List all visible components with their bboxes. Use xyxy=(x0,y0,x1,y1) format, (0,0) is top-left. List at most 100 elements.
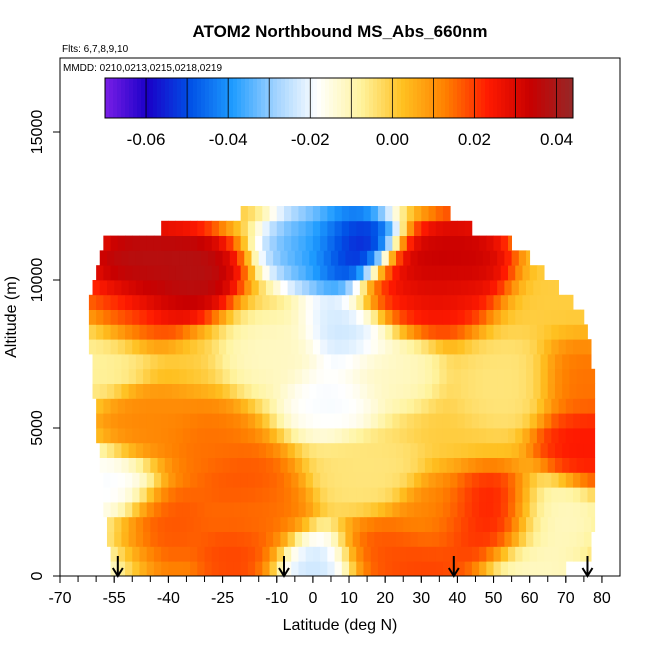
colorbar-segment xyxy=(421,78,426,118)
field-cell xyxy=(442,428,451,444)
x-tick-label: 30 xyxy=(412,590,430,607)
field-cell xyxy=(204,502,213,518)
field-cell xyxy=(471,487,480,503)
field-cell xyxy=(320,235,328,251)
field-cell xyxy=(262,472,270,488)
field-cell xyxy=(150,280,158,296)
field-cell xyxy=(551,428,559,444)
field-cell xyxy=(233,502,242,518)
field-cell xyxy=(316,457,325,473)
field-cell xyxy=(103,398,111,414)
field-cell xyxy=(396,531,404,547)
field-cell xyxy=(175,235,184,251)
colorbar-segment xyxy=(201,78,206,118)
colorbar-segment xyxy=(429,78,434,118)
field-cell xyxy=(508,398,516,414)
field-cell xyxy=(356,561,364,577)
colorbar-segment xyxy=(389,78,394,118)
field-cell xyxy=(370,428,379,444)
field-cell xyxy=(114,280,122,296)
field-cell xyxy=(320,561,328,577)
colorbar-segment xyxy=(209,78,214,118)
colorbar-segment xyxy=(377,78,382,118)
field-cell xyxy=(341,309,350,325)
field-cell xyxy=(146,546,155,562)
field-cell xyxy=(327,398,335,414)
field-cell xyxy=(399,428,408,444)
field-cell xyxy=(381,383,390,399)
field-cell xyxy=(374,457,382,473)
field-cell xyxy=(320,413,328,429)
colorbar-segment xyxy=(269,78,274,118)
field-cell xyxy=(208,383,216,399)
field-cell xyxy=(396,457,404,473)
field-cell xyxy=(508,502,516,518)
field-cell xyxy=(258,368,267,384)
field-cell xyxy=(255,487,263,503)
field-cell xyxy=(103,339,111,355)
field-cell xyxy=(403,280,411,296)
field-cell xyxy=(500,294,509,310)
field-cell xyxy=(341,561,350,577)
field-cell xyxy=(508,428,516,444)
field-cell xyxy=(125,339,133,355)
field-cell xyxy=(320,398,328,414)
field-cell xyxy=(377,546,386,562)
field-cell xyxy=(356,265,364,281)
field-cell xyxy=(414,265,422,281)
field-cell xyxy=(554,368,563,384)
field-cell xyxy=(352,383,361,399)
field-cell xyxy=(396,516,404,532)
field-cell xyxy=(117,472,126,488)
field-cell xyxy=(218,398,227,414)
field-cell xyxy=(580,472,588,488)
colorbar-segment xyxy=(457,78,462,118)
field-cell xyxy=(464,561,473,577)
field-cell xyxy=(247,502,256,518)
field-cell xyxy=(330,442,339,458)
field-cell xyxy=(280,516,289,532)
field-cell xyxy=(396,250,404,266)
field-cell xyxy=(161,413,169,429)
field-cell xyxy=(284,472,292,488)
field-cell xyxy=(233,413,242,429)
field-cell xyxy=(356,235,364,251)
field-cell xyxy=(406,487,415,503)
field-cell xyxy=(504,368,513,384)
field-cell xyxy=(229,368,238,384)
field-cell xyxy=(193,250,202,266)
x-tick-label: 40 xyxy=(449,590,467,607)
field-cell xyxy=(226,309,234,325)
field-cell xyxy=(424,516,433,532)
field-cell xyxy=(363,265,372,281)
field-cell xyxy=(121,383,130,399)
field-cell xyxy=(215,516,223,532)
field-cell xyxy=(302,457,310,473)
x-tick-label: -10 xyxy=(265,590,288,607)
field-cell xyxy=(110,413,119,429)
x-tick-label: 0 xyxy=(308,590,317,607)
field-cell xyxy=(349,220,357,236)
field-cell xyxy=(168,324,177,340)
field-cell xyxy=(450,294,458,310)
field-cell xyxy=(439,280,447,296)
field-cell xyxy=(240,324,249,340)
colorbar-segment xyxy=(533,78,538,118)
field-cell xyxy=(146,309,155,325)
field-cell xyxy=(536,472,545,488)
field-cell xyxy=(374,368,382,384)
field-cell xyxy=(392,428,401,444)
field-cell xyxy=(182,487,191,503)
field-cell xyxy=(349,413,357,429)
field-cell xyxy=(424,531,433,547)
field-cell xyxy=(175,220,184,236)
field-cell xyxy=(500,546,509,562)
field-cell xyxy=(262,561,270,577)
field-cell xyxy=(396,354,404,370)
colorbar-segment xyxy=(445,78,450,118)
field-cell xyxy=(479,324,487,340)
field-cell xyxy=(558,546,567,562)
field-cell xyxy=(356,428,364,444)
field-cell xyxy=(536,561,545,577)
field-cell xyxy=(125,309,133,325)
